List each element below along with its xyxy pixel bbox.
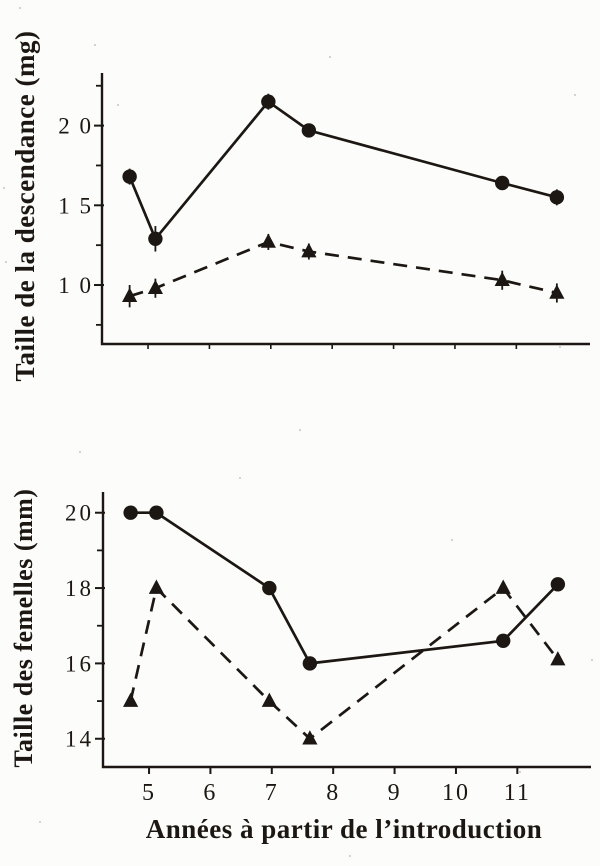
y-tick-label: 14 [65, 727, 94, 752]
offspring-size-chart: 2 0 1 5 1 0 Taille de la descendance (mg) [10, 31, 590, 382]
series-femelles-cercles-pleins [123, 505, 566, 671]
circle-marker [495, 175, 510, 191]
x-tick-label: 5 [142, 780, 156, 806]
y-tick-label: 20 [65, 501, 94, 526]
y-tick-label: 1 5 [58, 193, 93, 218]
series-descendance-cercles-pleins [122, 93, 565, 252]
triangle-marker [301, 243, 317, 258]
circle-marker [550, 577, 566, 592]
triangle-marker [302, 730, 318, 745]
y-tick-label: 16 [65, 651, 94, 676]
solid-line [130, 511, 559, 665]
x-tick-label: 7 [265, 780, 279, 806]
circle-marker [549, 190, 565, 205]
solid-line [128, 99, 558, 242]
y-axis-label: Taille des femelles (mm) [9, 489, 38, 768]
triangle-marker [549, 284, 565, 299]
series-descendance-triangles [122, 233, 565, 308]
series-femelles-triangles [123, 579, 566, 745]
triangle-marker [123, 692, 139, 707]
circle-marker [262, 580, 277, 596]
axes [101, 492, 591, 769]
circle-marker [148, 231, 163, 246]
triangle-marker [494, 271, 510, 287]
x-tick-label: 11 [504, 780, 531, 806]
circle-marker [123, 505, 138, 520]
y-tick-label: 18 [65, 576, 94, 601]
triangle-marker [122, 287, 138, 302]
triangle-marker [260, 233, 276, 248]
dashed-line [129, 585, 559, 741]
triangle-marker [147, 279, 164, 295]
x-tick-label: 10 [442, 780, 470, 806]
female-size-chart: 20 18 16 14 5 6 7 8 9 10 11 Taille des femelles (mm… [9, 489, 591, 844]
triangle-marker [550, 651, 566, 666]
triangle-marker [495, 579, 511, 594]
y-axis-label: Taille de la descendance (mg) [10, 31, 40, 382]
circle-marker [261, 94, 276, 109]
x-tick-label: 6 [203, 780, 217, 806]
circle-marker [122, 169, 137, 184]
axes [100, 73, 590, 346]
y-tick-label: 2 0 [58, 114, 93, 139]
circle-marker [149, 505, 164, 520]
dashed-line [129, 240, 558, 298]
x-tick-label: 9 [388, 780, 402, 806]
circle-marker [496, 633, 511, 649]
y-tick-label: 1 0 [58, 273, 93, 298]
scan-noise [3, 7, 593, 857]
triangle-marker [148, 579, 165, 594]
circle-marker [301, 123, 317, 138]
x-axis-label: Années à partir de l’introduction [146, 814, 543, 844]
triangle-marker [261, 692, 277, 707]
x-tick-label: 8 [326, 780, 340, 806]
circle-marker [302, 656, 318, 671]
